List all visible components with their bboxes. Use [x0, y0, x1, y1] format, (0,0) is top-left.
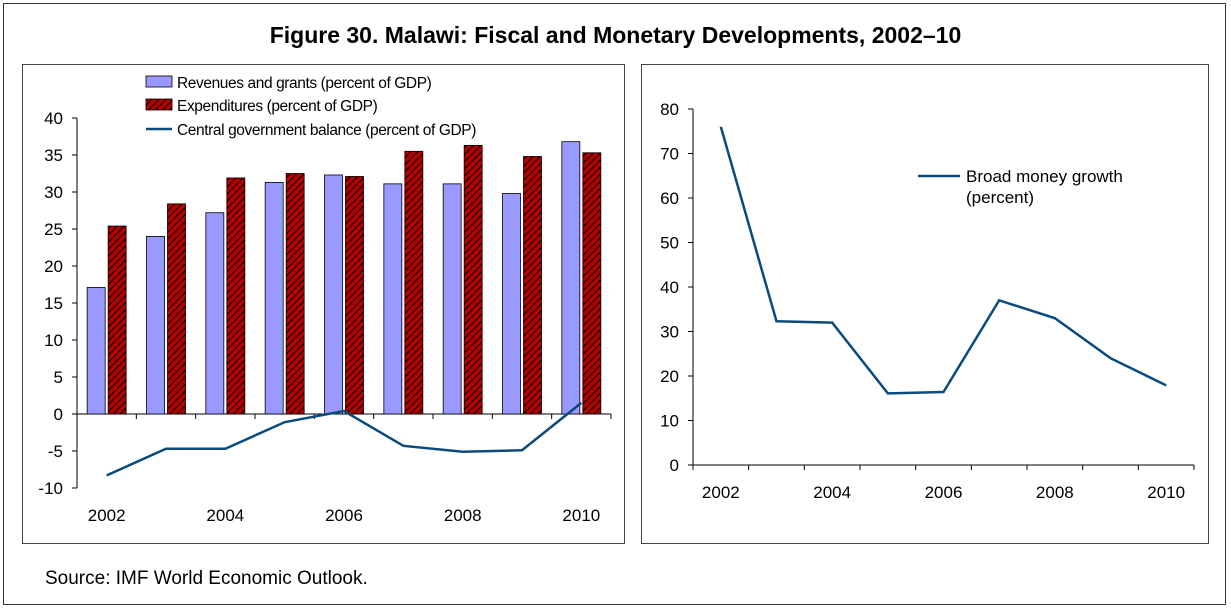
y-tick-label: 40 — [44, 109, 63, 128]
y-tick-label: 70 — [660, 145, 679, 164]
x-tick-label: 2010 — [562, 506, 600, 525]
revenue-bar — [146, 235, 165, 415]
y-tick-label: 50 — [660, 234, 679, 253]
expenditure-bar — [107, 225, 127, 415]
y-tick-label: 30 — [44, 183, 63, 202]
x-tick-label: 2002 — [88, 506, 126, 525]
revenue-bar — [324, 174, 343, 415]
y-tick-label: 0 — [54, 405, 63, 424]
y-tick-label: 25 — [44, 220, 63, 239]
y-tick-label: 80 — [660, 100, 679, 119]
x-tick-label: 2004 — [206, 506, 244, 525]
money-growth-line — [719, 126, 1167, 395]
revenue-bar — [502, 193, 521, 415]
fiscal-chart-panel: -10 -5 0 5 10 15 20 25 30 35 40 2002 2004 2006 2008 201… — [22, 64, 625, 544]
y-tick-label: 15 — [44, 294, 63, 313]
legend-label: Central government balance (percent of G… — [177, 122, 476, 139]
x-tick-label: 2006 — [925, 483, 963, 502]
x-tick-label: 2008 — [444, 506, 482, 525]
y-tick-label: -5 — [48, 442, 63, 461]
y-tick-label: 30 — [660, 323, 679, 342]
figure-title: Figure 30. Malawi: Fiscal and Monetary D… — [269, 22, 962, 48]
revenue-bar — [264, 181, 284, 415]
legend-swatch-revenue — [145, 75, 173, 88]
x-tick-label: 2002 — [702, 483, 740, 502]
y-tick-label: -10 — [38, 479, 63, 498]
money-chart-panel: 0 10 20 30 40 50 60 70 80 2002 2004 2006 2008 2010 Bro… — [641, 64, 1209, 544]
expenditure-bar — [404, 150, 424, 415]
y-tick-label: 0 — [670, 456, 679, 475]
y-tick-label: 35 — [44, 146, 63, 165]
fiscal-chart: -10 -5 0 5 10 15 20 25 30 35 40 2002 2004 2006 2008 201… — [38, 75, 612, 525]
expenditure-bar — [582, 152, 602, 415]
balance-line — [106, 401, 583, 477]
x-tick-label: 2008 — [1036, 483, 1074, 502]
y-tick-label: 10 — [660, 412, 679, 431]
money-chart: 0 10 20 30 40 50 60 70 80 2002 2004 2006 2008 2010 Bro… — [660, 100, 1195, 502]
revenue-bar — [383, 183, 403, 415]
y-tick-label: 5 — [54, 368, 63, 387]
revenue-bar — [86, 287, 106, 415]
legend-label: Broad money growth — [966, 167, 1123, 186]
y-tick-label: 20 — [660, 367, 679, 386]
y-tick-label: 40 — [660, 278, 679, 297]
expenditure-bar — [463, 144, 483, 415]
y-tick-label: 10 — [44, 331, 63, 350]
y-tick-label: 20 — [44, 257, 63, 276]
x-tick-label: 2010 — [1147, 483, 1185, 502]
expenditure-bar — [523, 156, 542, 415]
legend-label: Revenues and grants (percent of GDP) — [177, 75, 432, 92]
source-note: Source: IMF World Economic Outlook. — [45, 568, 368, 589]
legend-label: Expenditures (percent of GDP) — [177, 98, 378, 115]
x-tick-label: 2004 — [813, 483, 851, 502]
figure-frame — [3, 3, 1226, 605]
expenditure-bar — [345, 176, 364, 415]
expenditure-bar — [226, 177, 246, 415]
revenue-bar — [442, 183, 462, 415]
expenditure-bar — [167, 203, 186, 415]
legend-label: (percent) — [966, 188, 1034, 207]
y-tick-label: 60 — [660, 189, 679, 208]
revenue-bar — [205, 212, 225, 415]
x-tick-label: 2006 — [325, 506, 363, 525]
legend-swatch-expenditure — [145, 98, 173, 111]
revenue-bar — [561, 141, 581, 415]
expenditure-bar — [285, 173, 305, 415]
